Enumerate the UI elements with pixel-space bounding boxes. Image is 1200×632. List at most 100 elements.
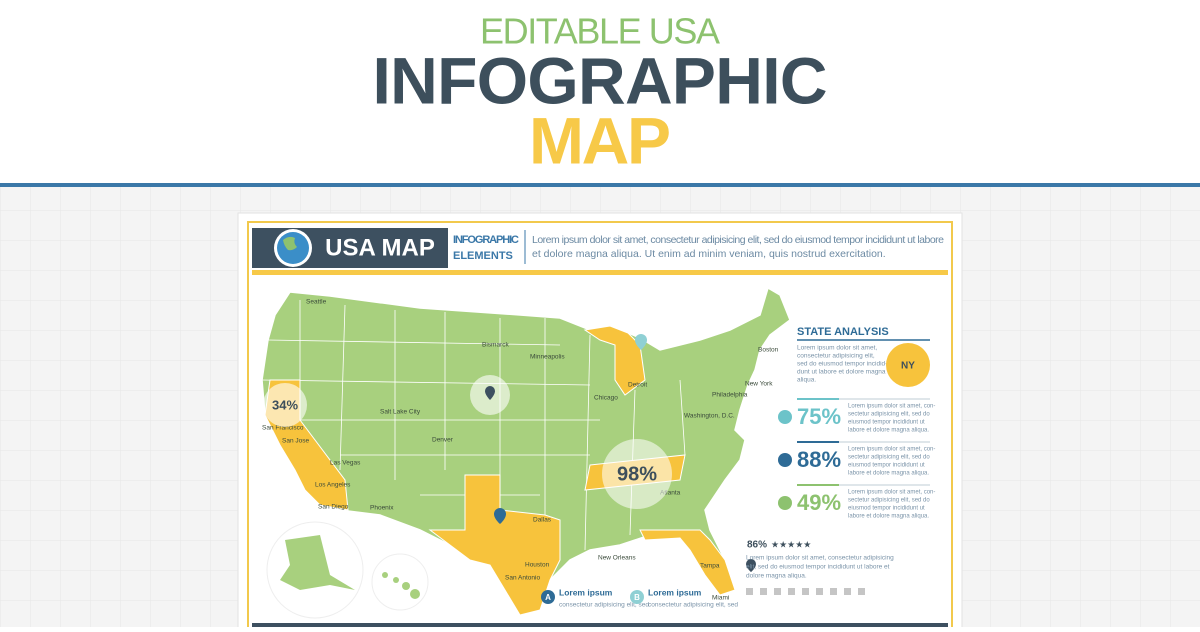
callout-ring xyxy=(602,439,672,509)
city: San Antonio xyxy=(505,575,540,582)
city: Atlanta xyxy=(660,490,681,497)
card-frame xyxy=(247,221,953,632)
panel-intro-line: dunt ut labore et dolore magna xyxy=(797,369,886,376)
city: Las Vegas xyxy=(330,460,361,467)
city: Denver xyxy=(432,437,454,444)
rating: 86% xyxy=(747,540,767,551)
stats: 75% Lorem ipsum dolor sit amet, con-secte… xyxy=(778,398,935,520)
stat-icon xyxy=(778,496,792,510)
heading: ELEMENTS xyxy=(453,250,513,262)
city: Phoenix xyxy=(370,505,394,512)
stat-text: eiusmod tempor incididunt ut xyxy=(848,506,925,512)
callout: 34% xyxy=(272,397,298,412)
city: Los Angeles xyxy=(315,482,351,489)
rating-text-line: elit, sed do eiusmod tempor incididunt u… xyxy=(746,564,890,571)
city: Bismarck xyxy=(482,342,509,349)
city: Philadelphia xyxy=(712,392,748,399)
marker-a xyxy=(494,508,506,524)
city: Houston xyxy=(525,562,550,569)
rating-text-line: dolore magna aliqua. xyxy=(746,573,807,580)
city: Seattle xyxy=(306,299,327,306)
legend-letter: A xyxy=(545,593,551,602)
city: New York xyxy=(745,381,773,388)
state-highlight xyxy=(428,474,561,616)
city: San Francisco xyxy=(262,425,304,432)
accent-bar xyxy=(252,270,948,275)
rating-pin xyxy=(746,559,756,572)
city-labels: Seattle San Francisco San Jose Los Angel… xyxy=(262,299,779,602)
state-badge xyxy=(886,343,930,387)
stat-value: 75% xyxy=(797,404,841,429)
stat-text: labore et dolore magna aliqua. xyxy=(848,428,929,434)
title: INFOGRAPHIC xyxy=(373,43,828,117)
panel-intro: Lorem ipsum dolor sit amet,consectetur a… xyxy=(797,345,887,384)
city: Detroit xyxy=(628,382,647,389)
stat-icon xyxy=(778,410,792,424)
city: Miami xyxy=(712,595,729,602)
stat-bar xyxy=(797,398,930,400)
stat-text: Lorem ipsum dolor sit amet, con- xyxy=(848,490,935,496)
stat-text: Lorem ipsum dolor sit amet, con- xyxy=(848,404,935,410)
panel-intro-line: Lorem ipsum dolor sit amet, xyxy=(797,345,877,352)
stat-value: 49% xyxy=(797,490,841,515)
hawaii-inset xyxy=(371,553,429,611)
stat-value: 88% xyxy=(797,447,841,472)
legend-letter: B xyxy=(634,593,640,602)
stars: ★★★★★ xyxy=(771,539,811,549)
city: Salt Lake City xyxy=(380,409,421,416)
panel-intro-line: aliqua. xyxy=(797,377,816,384)
stat-bar-accent xyxy=(797,441,839,443)
panel-intro-line: consectetur adipisicing elit, xyxy=(797,353,875,360)
city: San Diego xyxy=(318,504,349,511)
kicker: EDITABLE USA xyxy=(480,11,720,52)
stat-bar-accent xyxy=(797,484,839,486)
icon-row xyxy=(746,588,865,595)
legend-title: Lorem ipsum xyxy=(648,587,702,597)
state-code: NY xyxy=(901,361,915,372)
callout: 98% xyxy=(617,463,657,485)
city: Chicago xyxy=(594,395,618,402)
card-footer xyxy=(252,623,948,627)
stat-bar-accent xyxy=(797,398,839,400)
badge-text: USA MAP xyxy=(325,234,435,261)
rating-text: Lorem ipsum dolor sit amet, consectetur … xyxy=(746,555,894,580)
stat-text: sectetur adipisicing elit, sed do xyxy=(848,498,930,504)
stat-text: eiusmod tempor incididunt ut xyxy=(848,420,925,426)
divider xyxy=(0,183,1200,187)
state-highlight xyxy=(639,529,736,596)
intro-line: et dolore magna aliqua. Ut enim ad minim… xyxy=(532,248,886,260)
legend-text: consectetur adipisicing elit, sed xyxy=(559,602,649,609)
city: Tampa xyxy=(700,563,720,570)
stat-text: labore et dolore magna aliqua. xyxy=(848,471,929,477)
city: Washington, D.C. xyxy=(684,413,735,420)
city: New Orleans xyxy=(598,555,636,562)
alaska xyxy=(280,535,355,590)
panel-title: STATE ANALYSIS xyxy=(797,326,889,338)
title-bottom: MAP xyxy=(529,103,671,177)
legend-text: consectetur adipisicing elit, sed xyxy=(648,602,738,609)
legend-title: Lorem ipsum xyxy=(559,587,613,597)
stat-text: eiusmod tempor incididunt ut xyxy=(848,463,925,469)
panel-intro-line: sed do eiusmod tempor incidid- xyxy=(797,361,887,368)
legend-marker xyxy=(541,590,555,604)
stat-icon xyxy=(778,453,792,467)
header-bg xyxy=(0,0,1200,186)
callout-ring xyxy=(263,383,307,427)
state-highlight xyxy=(583,325,646,396)
intro-line: Lorem ipsum dolor sit amet, consectetur … xyxy=(532,234,944,246)
city: Boston xyxy=(758,347,779,354)
city: Dallas xyxy=(533,517,552,524)
legend-marker xyxy=(630,590,644,604)
stat-text: labore et dolore magna aliqua. xyxy=(848,514,929,520)
rating-text-line: Lorem ipsum dolor sit amet, consectetur … xyxy=(746,555,894,562)
hawaii xyxy=(382,572,420,599)
stat-text: sectetur adipisicing elit, sed do xyxy=(848,412,930,418)
globe-land xyxy=(283,236,297,251)
city: San Jose xyxy=(282,438,309,445)
pin xyxy=(485,386,495,400)
stat-bar xyxy=(797,484,930,486)
heading: INFOGRAPHIC xyxy=(453,234,519,246)
stat-bar xyxy=(797,441,930,443)
stat-text: Lorem ipsum dolor sit amet, con- xyxy=(848,447,935,453)
